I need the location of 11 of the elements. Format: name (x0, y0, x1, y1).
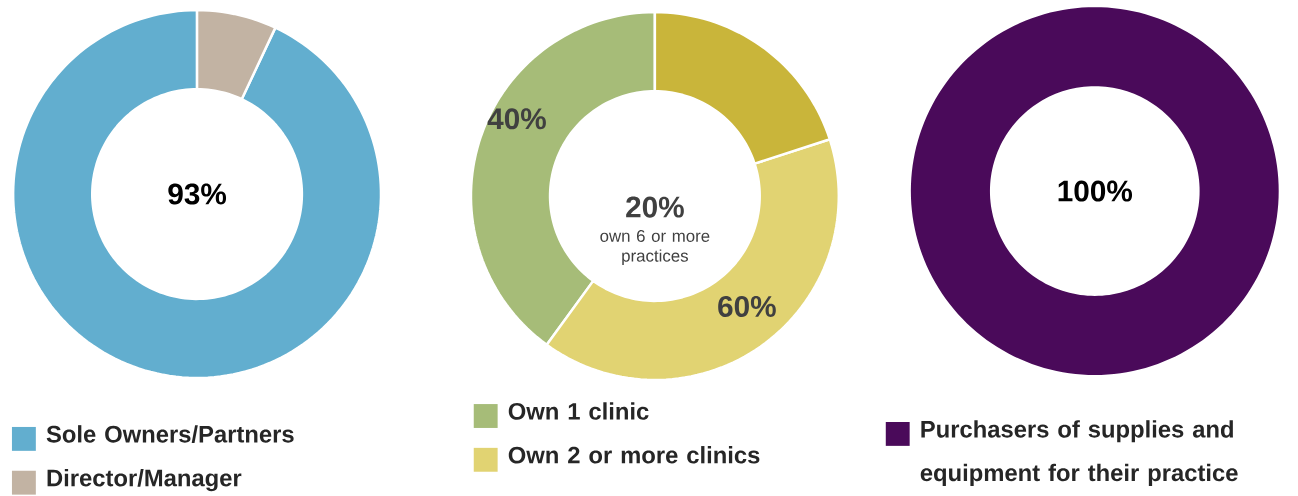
text: own 6 or more practices (600, 230, 710, 266)
legend-label: Purchasers of supplies and equipment for their practice (920, 420, 1238, 487)
legend-label: Own 1 clinic (508, 402, 649, 420)
legend-label: Own 2 or more clinics (508, 446, 760, 464)
legend-label: Sole Owners/Partners (46, 425, 294, 444)
text: 40% (487, 108, 546, 130)
legend-label: Director/Manager (47, 469, 242, 492)
data-label: 100% (1058, 180, 1133, 202)
text: 20% (626, 196, 684, 218)
data-label: 93% (168, 183, 227, 205)
text: 60% (718, 296, 776, 318)
